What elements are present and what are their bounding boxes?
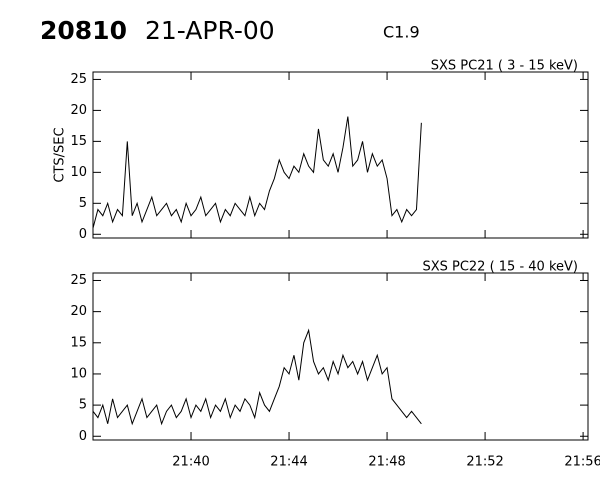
y-tick-label: 25 — [70, 72, 87, 87]
y-tick-label: 0 — [79, 429, 87, 444]
data-line — [92, 116, 422, 229]
y-axis-label: CTS/SEC — [53, 127, 68, 182]
plot-frame — [92, 71, 589, 239]
x-tick-label: 21:44 — [270, 455, 307, 470]
event-id: 20810 — [40, 16, 127, 45]
x-tick-label: 21:56 — [564, 455, 600, 470]
y-tick-label: 15 — [70, 335, 87, 350]
y-tick-label: 15 — [70, 134, 87, 149]
y-tick-label: 25 — [70, 273, 87, 288]
x-tick-label: 21:52 — [466, 455, 503, 470]
plot-frame — [92, 272, 589, 441]
y-tick-label: 5 — [79, 398, 87, 413]
y-tick-label: 0 — [79, 227, 87, 242]
y-tick-label: 10 — [70, 165, 87, 180]
y-tick-label: 20 — [70, 304, 87, 319]
y-tick-label: 10 — [70, 366, 87, 381]
panel-title: SXS PC21 ( 3 - 15 keV) — [431, 59, 578, 74]
x-tick-label: 21:40 — [172, 455, 209, 470]
y-tick-label: 20 — [70, 103, 87, 118]
panel-title: SXS PC22 ( 15 - 40 keV) — [422, 260, 578, 275]
flare-class: C1.9 — [383, 23, 420, 42]
data-line — [92, 328, 422, 426]
x-tick-label: 21:48 — [368, 455, 405, 470]
event-date: 21-APR-00 — [145, 16, 275, 45]
y-tick-label: 5 — [79, 196, 87, 211]
